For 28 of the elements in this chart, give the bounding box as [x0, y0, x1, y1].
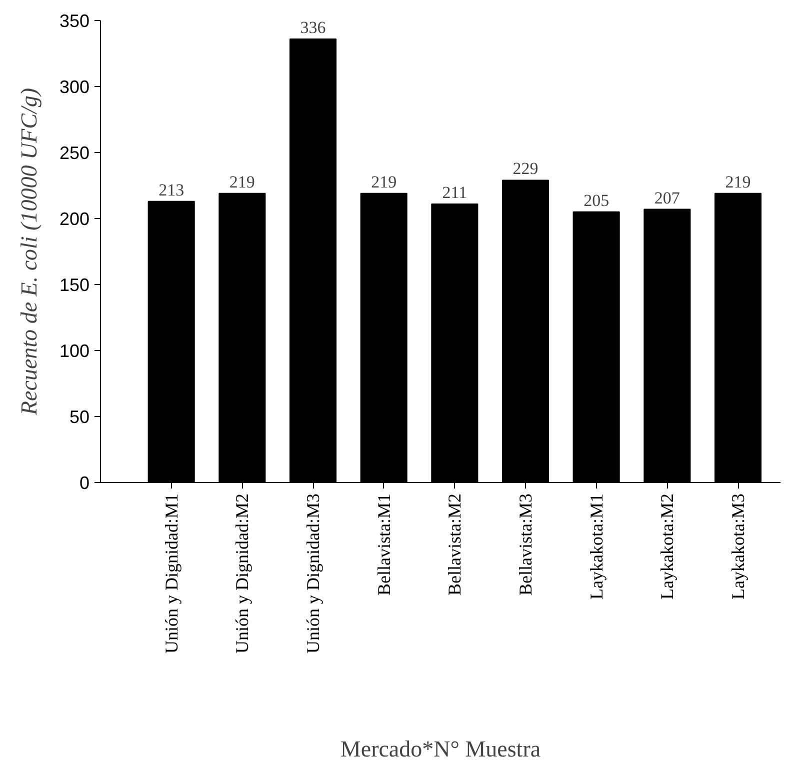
- x-tick-label: Bellavista:M3: [516, 493, 536, 596]
- x-tick-label: Unión y Dignidad:M2: [232, 493, 252, 654]
- y-tick-label: 150: [59, 275, 90, 295]
- x-tick-label: Bellavista:M1: [374, 493, 394, 596]
- data-label: 229: [512, 159, 538, 178]
- data-label: 219: [229, 172, 255, 192]
- x-tick-label: Laykakota:M3: [728, 493, 748, 600]
- x-tick-label: Bellavista:M2: [444, 493, 465, 596]
- x-axis-title: Mercado*N° Muestra: [340, 736, 541, 762]
- x-tick-label: Laykakota:M2: [657, 493, 678, 600]
- y-tick-label: 350: [59, 11, 90, 31]
- x-tick-label: Unión y Dignidad:M1: [161, 493, 182, 654]
- data-label: 211: [442, 182, 468, 202]
- data-label: 205: [584, 190, 610, 210]
- y-tick-label: 250: [59, 143, 90, 163]
- data-label: 219: [371, 172, 397, 192]
- y-tick-label: 300: [59, 77, 90, 97]
- data-label: 207: [654, 188, 680, 208]
- data-label: 213: [158, 180, 184, 200]
- data-label: 336: [300, 18, 326, 37]
- y-tick-label: 50: [69, 407, 90, 427]
- y-tick-label: 0: [79, 473, 90, 493]
- y-tick-label: 100: [59, 341, 90, 361]
- x-tick-label: Unión y Dignidad:M3: [303, 493, 323, 654]
- y-axis-title: Recuento de E. coli (10000 UFC/g): [16, 88, 42, 416]
- data-label: 219: [725, 172, 751, 192]
- x-tick-label: Laykakota:M1: [586, 493, 606, 600]
- y-tick-label: 200: [59, 209, 90, 229]
